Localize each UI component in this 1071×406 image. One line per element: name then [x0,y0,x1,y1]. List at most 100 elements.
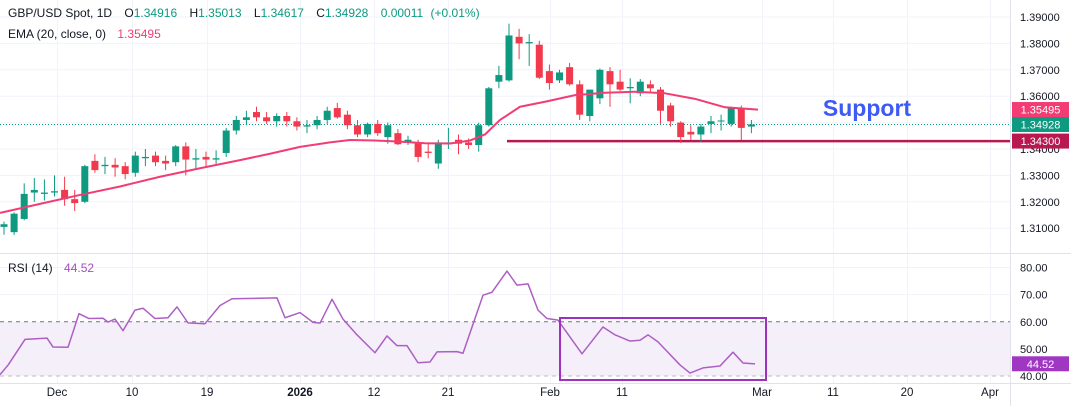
price-tick-label: 1.36000 [1020,91,1060,103]
candle-body [333,108,341,118]
candle-body [414,142,422,157]
candle-body [475,125,483,146]
rsi-legend[interactable]: RSI (14) 44.52 [8,261,94,276]
last-price-badge [1012,117,1069,133]
candle-body [121,166,129,175]
candle-body [172,146,180,163]
ema-price-badge-text: 1.35495 [1021,105,1061,117]
price-tick-label: 1.38000 [1020,38,1060,50]
candle-body [182,146,190,160]
candle-body [495,75,503,82]
change-percent: (+0.01%) [430,6,480,20]
time-tick-label: 20 [901,387,914,399]
time-tick-label: 11 [827,387,839,399]
price-tick-label: 1.37000 [1020,65,1060,77]
candle-body [232,119,240,131]
candle-body [343,114,351,126]
candle-body [485,88,493,126]
price-tick-label: 1.39000 [1020,12,1060,24]
rsi-tick-label: 80.00 [1020,263,1048,275]
support-annotation[interactable]: Support [823,95,911,121]
time-tick-label: 2026 [287,387,313,399]
candle-body [465,142,473,146]
high-value: 1.35013 [198,6,242,20]
ema-price-badge [1012,102,1069,118]
price-tick-label: 1.32000 [1020,197,1060,209]
candle-body [212,158,220,160]
candle-body [404,139,412,143]
time-tick-label: 21 [442,387,455,399]
candle-body [101,164,109,167]
time-axis[interactable] [0,383,1071,406]
candle-body [303,125,311,127]
candle-body [131,155,139,173]
time-tick-label: 12 [368,387,381,399]
price-axis[interactable] [1010,0,1071,383]
candle-body [556,72,563,81]
candle-body [646,84,654,89]
change-value: 0.00011 [380,6,424,20]
candle-body [515,36,523,44]
candle-body [434,142,442,164]
support-price-badge [1012,133,1069,149]
close-value: 1.34928 [324,6,369,20]
rsi-value-badge [1012,356,1069,372]
candle-body [586,89,594,116]
low-label: L [253,6,261,20]
rsi-value: 44.52 [64,261,95,275]
candle-body [263,117,271,122]
candle-body [111,164,119,168]
candle-body [626,86,634,89]
ema-line[interactable] [0,90,759,214]
open-label: O [124,6,134,20]
support-price-badge-text: 1.34300 [1021,136,1061,148]
candle-body [30,189,38,193]
candle-body [222,130,230,153]
candle-body [40,192,48,194]
candle-body [293,121,301,127]
candle-body [576,84,584,115]
ema-legend[interactable]: EMA (20, close, 0) 1.35495 [8,27,161,42]
time-tick-label: Dec [47,387,68,399]
low-value: 1.34617 [260,6,304,20]
candle-body [242,117,250,120]
candle-body [81,166,89,202]
candle-body [253,112,260,118]
last-price-badge-text: 1.34928 [1021,120,1061,132]
candle-body [525,42,533,44]
candle-body [141,156,149,159]
candle-body [657,89,664,111]
candle-body [323,110,331,120]
rsi-highlight-box[interactable] [559,317,767,381]
candle-body [394,133,402,145]
candle-body [667,105,675,122]
rsi-tick-label: 60.00 [1020,317,1048,329]
candles-series [0,23,755,235]
candle-body [0,224,8,227]
rsi-value-badge-text: 44.52 [1027,359,1055,371]
candle-body [364,123,372,135]
candle-body [737,108,745,128]
candle-body [636,81,644,94]
candle-body [51,191,58,193]
symbol-legend[interactable]: GBP/USD Spot, 1D O1.34916 H1.35013 L1.34… [8,6,480,21]
candle-body [616,81,624,90]
time-tick-label: Feb [540,387,560,399]
rsi-tick-label: 40.00 [1020,371,1048,383]
ema-label: EMA (20, close, 0) [8,27,107,41]
candle-body [374,123,382,134]
candle-body [707,121,715,124]
time-tick-label: Apr [981,387,999,399]
candle-body [192,158,200,160]
candle-body [596,69,604,99]
price-tick-label: 1.31000 [1020,223,1060,235]
candle-body [727,108,735,124]
candle-body [545,71,553,83]
rsi-tick-label: 70.00 [1020,290,1048,302]
time-tick-label: 11 [616,387,628,399]
candle-body [606,71,614,85]
candle-body [71,199,79,204]
candle-body [202,156,210,160]
